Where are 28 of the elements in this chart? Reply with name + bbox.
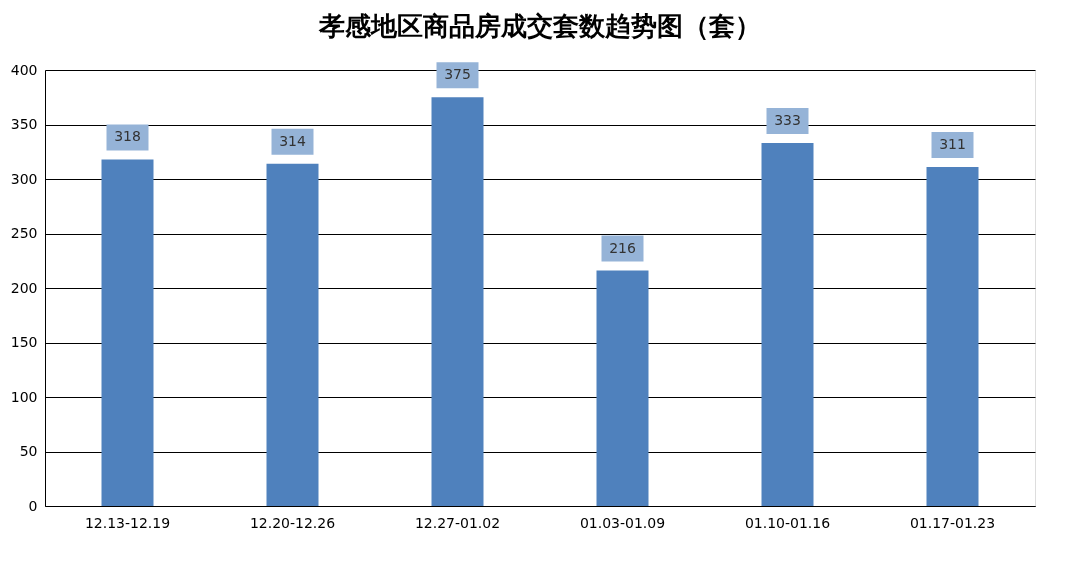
bar <box>596 270 649 506</box>
bar <box>926 167 979 506</box>
y-tick-label: 100 <box>10 388 38 405</box>
x-tick-label: 12.27-01.02 <box>414 514 501 531</box>
x-tick-label: 12.20-12.26 <box>249 514 336 531</box>
x-tick-label: 01.10-01.16 <box>744 514 831 531</box>
bar <box>431 97 484 506</box>
y-tick-label: 0 <box>28 497 38 514</box>
data-label: 333 <box>774 112 801 129</box>
data-label: 375 <box>444 66 471 83</box>
x-tick-label: 12.13-12.19 <box>84 514 171 531</box>
data-label: 311 <box>939 136 966 153</box>
data-label: 216 <box>609 239 636 256</box>
x-tick-label: 01.17-01.23 <box>909 514 996 531</box>
data-label: 314 <box>279 132 306 149</box>
x-tick-label: 01.03-01.09 <box>579 514 666 531</box>
y-tick-label: 350 <box>10 116 38 132</box>
y-tick-label: 150 <box>10 334 38 350</box>
data-label: 318 <box>114 128 141 145</box>
y-tick-label: 50 <box>19 443 38 459</box>
bar <box>761 143 814 506</box>
y-tick-label: 300 <box>10 170 38 187</box>
chart-title: 孝感地区商品房成交套数趋势图（套） <box>318 11 761 42</box>
y-tick-label: 400 <box>10 61 38 78</box>
bar <box>101 159 154 506</box>
y-tick-label: 200 <box>10 279 38 296</box>
y-tick-label: 250 <box>10 225 38 241</box>
bar <box>266 163 319 506</box>
